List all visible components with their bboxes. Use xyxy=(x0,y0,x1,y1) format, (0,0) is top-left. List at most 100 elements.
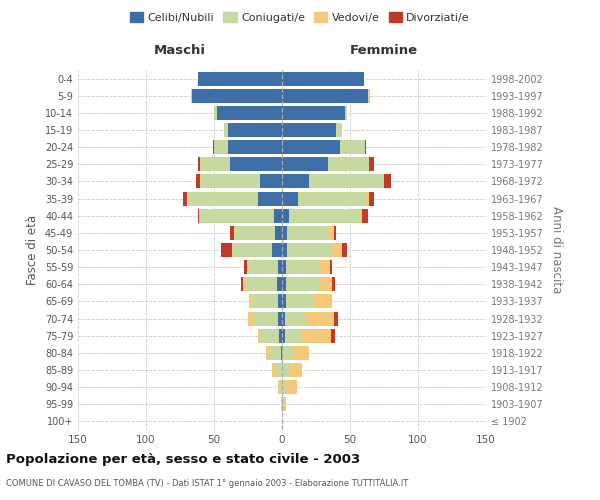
Bar xyxy=(248,260,278,274)
Bar xyxy=(282,328,285,342)
Bar xyxy=(227,140,282,154)
Bar xyxy=(197,158,200,172)
Bar xyxy=(279,328,282,342)
Bar xyxy=(286,278,319,291)
Bar xyxy=(244,260,247,274)
Bar xyxy=(285,312,307,326)
Bar xyxy=(257,192,282,205)
Bar xyxy=(241,278,242,291)
Bar xyxy=(275,226,282,240)
Bar xyxy=(309,174,384,188)
Bar xyxy=(248,312,253,326)
Bar xyxy=(278,294,282,308)
Bar xyxy=(286,380,297,394)
Bar xyxy=(224,123,227,137)
Bar xyxy=(286,294,313,308)
Bar xyxy=(274,208,282,222)
Bar xyxy=(196,174,200,188)
Bar xyxy=(252,294,278,308)
Bar xyxy=(365,140,367,154)
Bar xyxy=(319,278,332,291)
Bar xyxy=(197,72,282,86)
Bar xyxy=(337,123,342,137)
Bar xyxy=(227,123,282,137)
Bar xyxy=(214,140,227,154)
Bar xyxy=(282,123,337,137)
Bar xyxy=(282,243,287,257)
Bar xyxy=(272,363,275,377)
Bar xyxy=(282,312,285,326)
Bar xyxy=(331,243,342,257)
Legend: Celibi/Nubili, Coniugati/e, Vedovi/e, Divorziati/e: Celibi/Nubili, Coniugati/e, Vedovi/e, Di… xyxy=(125,8,475,28)
Bar xyxy=(212,140,214,154)
Bar xyxy=(192,88,282,102)
Text: Maschi: Maschi xyxy=(154,44,206,58)
Text: COMUNE DI CAVASO DEL TOMBA (TV) - Dati ISTAT 1° gennaio 2003 - Elaborazione TUTT: COMUNE DI CAVASO DEL TOMBA (TV) - Dati I… xyxy=(6,479,408,488)
Bar xyxy=(253,312,278,326)
Bar xyxy=(282,106,344,120)
Bar xyxy=(200,174,260,188)
Bar xyxy=(282,88,368,102)
Bar xyxy=(250,294,252,308)
Bar xyxy=(282,158,328,172)
Bar xyxy=(313,294,332,308)
Bar xyxy=(272,243,282,257)
Bar xyxy=(266,346,270,360)
Bar xyxy=(199,208,274,222)
Bar xyxy=(334,226,337,240)
Bar xyxy=(340,140,365,154)
Bar xyxy=(369,158,374,172)
Bar xyxy=(331,328,335,342)
Bar xyxy=(282,226,287,240)
Y-axis label: Anni di nascita: Anni di nascita xyxy=(550,206,563,294)
Bar xyxy=(362,208,368,222)
Bar xyxy=(247,260,248,274)
Bar xyxy=(282,260,286,274)
Bar xyxy=(270,346,281,360)
Bar xyxy=(287,226,328,240)
Bar xyxy=(282,294,286,308)
Bar xyxy=(332,278,335,291)
Bar xyxy=(187,192,257,205)
Bar xyxy=(278,260,282,274)
Bar xyxy=(191,88,192,102)
Bar xyxy=(282,208,289,222)
Bar xyxy=(298,192,367,205)
Bar xyxy=(217,106,282,120)
Bar xyxy=(285,328,301,342)
Bar xyxy=(334,312,338,326)
Bar xyxy=(282,398,283,411)
Bar xyxy=(278,380,279,394)
Bar xyxy=(319,260,329,274)
Bar xyxy=(282,192,298,205)
Bar xyxy=(230,158,282,172)
Bar xyxy=(283,398,286,411)
Bar xyxy=(197,208,199,222)
Bar xyxy=(281,346,282,360)
Text: Popolazione per età, sesso e stato civile - 2003: Popolazione per età, sesso e stato civil… xyxy=(6,452,360,466)
Bar xyxy=(328,158,369,172)
Bar xyxy=(278,312,282,326)
Bar xyxy=(275,363,282,377)
Bar xyxy=(214,106,217,120)
Bar xyxy=(282,346,293,360)
Bar xyxy=(282,72,364,86)
Bar xyxy=(342,243,347,257)
Bar xyxy=(367,192,369,205)
Bar xyxy=(282,278,286,291)
Bar xyxy=(221,243,232,257)
Bar xyxy=(232,243,272,257)
Bar xyxy=(230,226,235,240)
Bar xyxy=(286,260,319,274)
Bar xyxy=(260,174,282,188)
Bar xyxy=(301,328,331,342)
Bar xyxy=(183,192,187,205)
Bar xyxy=(277,278,282,291)
Bar xyxy=(307,312,334,326)
Bar xyxy=(200,158,230,172)
Bar xyxy=(359,208,362,222)
Bar xyxy=(282,363,289,377)
Bar xyxy=(257,328,260,342)
Bar xyxy=(242,278,245,291)
Bar xyxy=(328,226,334,240)
